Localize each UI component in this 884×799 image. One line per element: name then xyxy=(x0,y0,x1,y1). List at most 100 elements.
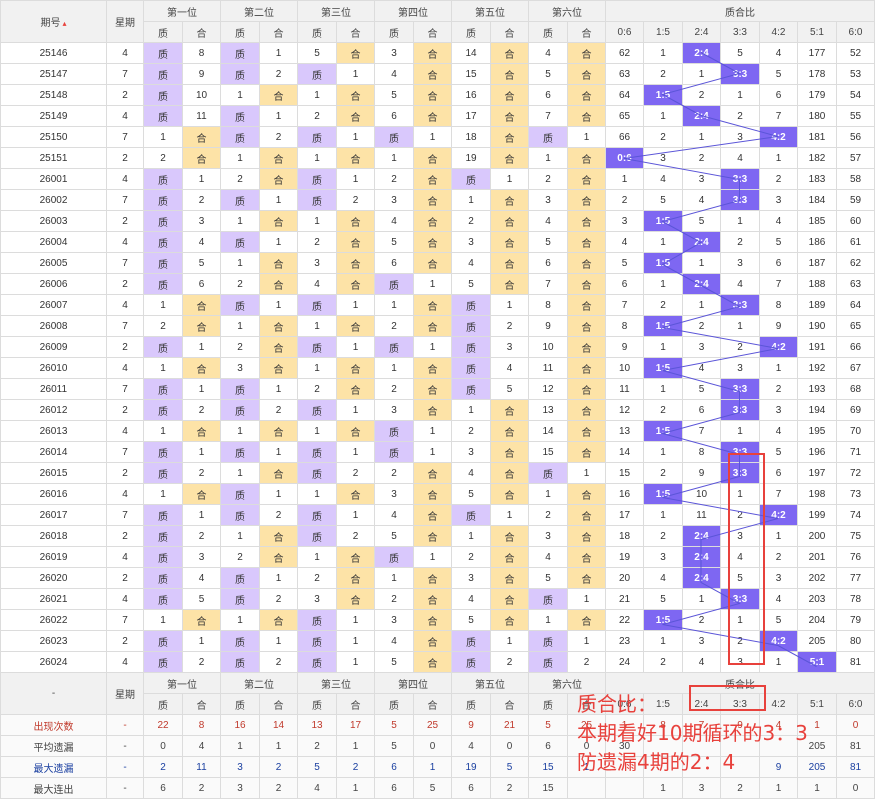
header-period[interactable]: 期号 ▴ xyxy=(0,0,107,43)
composite-cell: 4 xyxy=(182,231,221,253)
prime-cell: 2 xyxy=(528,504,568,526)
table-row: 26011 7 质 1 质 1 2 合 2 合质 5 12 合 11 1 5 3:3 2 193 68 xyxy=(0,378,875,400)
ratio-miss-cell: 66 xyxy=(605,126,644,148)
ratio-miss-cell: 5 xyxy=(643,189,683,211)
prime-cell: 质 xyxy=(297,399,337,421)
table-row: 26023 2 质 1 质 1 质 1 4 合质 1 质 1 23 1 3 2 4:2 205 80 xyxy=(0,630,875,652)
ratio-hit-cell: 1:5 xyxy=(643,315,683,337)
table-row: 26014 7 质 1 质 1 质 1 质 1 3 合 15 合 14 1 8 3:3 5 196 71 xyxy=(0,441,875,463)
composite-cell: 8 xyxy=(182,42,221,64)
prime-cell: 1 xyxy=(220,315,260,337)
stats-value: 2 xyxy=(143,756,183,778)
stats-value: 5 xyxy=(297,756,337,778)
stats-value: 2 xyxy=(720,777,760,799)
ratio-hit-cell: 1:5 xyxy=(643,609,683,631)
stats-row: 出现次数 -22 8 16 14 13 17 5 25 9 21 5 25 1 8 7 9 4 1 0 xyxy=(0,714,875,736)
prime-cell: 4 xyxy=(451,252,491,274)
composite-cell: 1 xyxy=(413,273,452,295)
stats-value: 25 xyxy=(413,714,452,736)
ratio-miss-cell: 3 xyxy=(682,168,721,190)
composite-cell: 合 xyxy=(336,357,375,379)
ratio-miss-cell: 6 xyxy=(605,273,644,295)
stats-value: 2 xyxy=(297,735,337,757)
ratio-miss-cell: 2 xyxy=(759,378,798,400)
prime-cell: 1 xyxy=(143,294,183,316)
prime-cell: 质 xyxy=(451,378,491,400)
ratio-hit-cell: 3:3 xyxy=(720,294,760,316)
composite-cell: 合 xyxy=(259,546,298,568)
stats-value: 7 xyxy=(682,714,721,736)
stats-value xyxy=(759,735,798,757)
composite-cell: 1 xyxy=(336,504,375,526)
table-row: 26016 4 1 合质 1 1 合 3 合 5 合 1 合 16 1:5 10 1 7 198 73 xyxy=(0,483,875,505)
week-cell: 4 xyxy=(106,546,144,568)
ratio-miss-cell: 1 xyxy=(682,294,721,316)
prime-cell: 14 xyxy=(451,42,491,64)
ratio-miss-cell: 2 xyxy=(720,231,760,253)
header-composite: 合 xyxy=(259,21,298,43)
prime-cell: 2 xyxy=(143,315,183,337)
composite-cell: 合 xyxy=(259,420,298,442)
ratio-miss-cell: 5 xyxy=(720,42,760,64)
ratio-miss-cell: 195 xyxy=(797,420,837,442)
period-cell: 26006 xyxy=(0,273,107,295)
ratio-miss-cell: 1 xyxy=(720,483,760,505)
ratio-miss-cell: 203 xyxy=(797,588,837,610)
composite-cell: 2 xyxy=(336,525,375,547)
sort-arrows-icon[interactable]: ▴ xyxy=(62,19,67,28)
ratio-miss-cell: 193 xyxy=(797,378,837,400)
ratio-miss-cell: 80 xyxy=(836,630,875,652)
ratio-miss-cell: 52 xyxy=(836,42,875,64)
composite-cell: 合 xyxy=(567,168,606,190)
stats-value: 4 xyxy=(451,735,491,757)
composite-cell: 2 xyxy=(490,315,529,337)
prime-cell: 1 xyxy=(220,147,260,169)
composite-cell: 合 xyxy=(336,420,375,442)
stats-value: 0 xyxy=(567,735,606,757)
composite-cell: 2 xyxy=(182,651,221,673)
ratio-miss-cell: 179 xyxy=(797,84,837,106)
composite-cell: 合 xyxy=(567,546,606,568)
prime-cell: 11 xyxy=(528,357,568,379)
composite-cell: 2 xyxy=(567,651,606,673)
ratio-miss-cell: 68 xyxy=(836,378,875,400)
prime-cell: 1 xyxy=(220,525,260,547)
ratio-miss-cell: 4 xyxy=(759,42,798,64)
stats-value xyxy=(720,735,760,757)
composite-cell: 合 xyxy=(259,252,298,274)
ratio-miss-cell: 8 xyxy=(682,441,721,463)
composite-cell: 合 xyxy=(567,378,606,400)
composite-cell: 合 xyxy=(490,567,529,589)
ratio-miss-cell: 78 xyxy=(836,588,875,610)
ratio-miss-cell: 1 xyxy=(643,105,683,127)
footer-prime: 质 xyxy=(451,693,491,715)
period-cell: 26024 xyxy=(0,651,107,673)
period-cell: 26015 xyxy=(0,462,107,484)
prime-cell: 1 xyxy=(297,483,337,505)
stats-value: 9 xyxy=(451,714,491,736)
stats-value: 2 xyxy=(490,777,529,799)
composite-cell: 合 xyxy=(567,105,606,127)
prime-cell: 15 xyxy=(528,441,568,463)
ratio-miss-cell: 4 xyxy=(759,588,798,610)
composite-cell: 合 xyxy=(567,231,606,253)
composite-cell: 合 xyxy=(490,147,529,169)
composite-cell: 合 xyxy=(490,84,529,106)
composite-cell: 合 xyxy=(567,252,606,274)
composite-cell: 合 xyxy=(567,42,606,64)
ratio-miss-cell: 1 xyxy=(720,420,760,442)
prime-cell: 5 xyxy=(297,42,337,64)
footer-composite: 合 xyxy=(567,693,606,715)
ratio-hit-cell: 4:2 xyxy=(759,504,798,526)
table-row: 26005 7 质 5 1 合 3 合 6 合 4 合 6 合 5 1:5 1 3 6 187 62 xyxy=(0,252,875,274)
table-row: 26024 4 质 2 质 2 质 1 5 合质 2 质 2 24 2 4 3 1 5:1 81 xyxy=(0,651,875,673)
stats-value: 0 xyxy=(836,714,875,736)
prime-cell: 质 xyxy=(297,441,337,463)
ratio-miss-cell: 178 xyxy=(797,63,837,85)
footer-week: 星期 xyxy=(106,672,144,715)
header-week: 星期 xyxy=(106,0,144,43)
prime-cell: 1 xyxy=(143,357,183,379)
prime-cell: 8 xyxy=(528,294,568,316)
composite-cell: 2 xyxy=(182,189,221,211)
ratio-miss-cell: 10 xyxy=(682,483,721,505)
